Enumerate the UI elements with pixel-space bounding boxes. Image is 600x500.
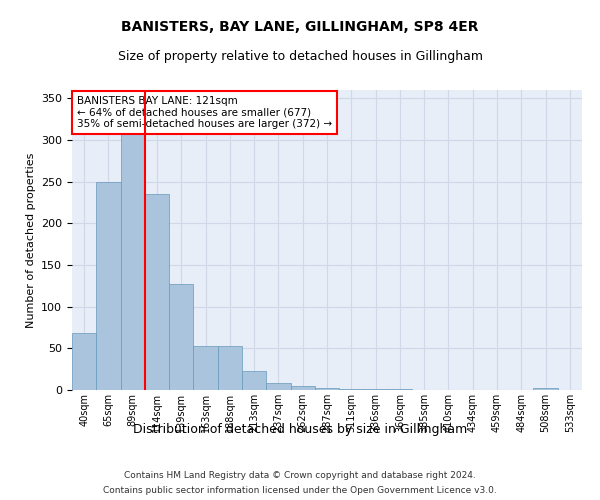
Text: Distribution of detached houses by size in Gillingham: Distribution of detached houses by size … — [133, 422, 467, 436]
Bar — [218, 346, 242, 390]
Bar — [145, 194, 169, 390]
Text: Contains public sector information licensed under the Open Government Licence v3: Contains public sector information licen… — [103, 486, 497, 495]
Text: BANISTERS, BAY LANE, GILLINGHAM, SP8 4ER: BANISTERS, BAY LANE, GILLINGHAM, SP8 4ER — [121, 20, 479, 34]
Bar — [364, 389, 388, 390]
Y-axis label: Number of detached properties: Number of detached properties — [26, 152, 35, 328]
Bar — [72, 334, 96, 390]
Text: Size of property relative to detached houses in Gillingham: Size of property relative to detached ho… — [118, 50, 482, 63]
Bar — [339, 389, 364, 390]
Bar — [290, 386, 315, 390]
Bar — [96, 182, 121, 390]
Bar — [533, 388, 558, 390]
Bar — [266, 382, 290, 390]
Bar — [169, 284, 193, 390]
Bar — [388, 389, 412, 390]
Bar — [121, 115, 145, 390]
Bar — [242, 371, 266, 390]
Bar — [315, 388, 339, 390]
Bar — [193, 346, 218, 390]
Text: Contains HM Land Registry data © Crown copyright and database right 2024.: Contains HM Land Registry data © Crown c… — [124, 471, 476, 480]
Text: BANISTERS BAY LANE: 121sqm
← 64% of detached houses are smaller (677)
35% of sem: BANISTERS BAY LANE: 121sqm ← 64% of deta… — [77, 96, 332, 129]
